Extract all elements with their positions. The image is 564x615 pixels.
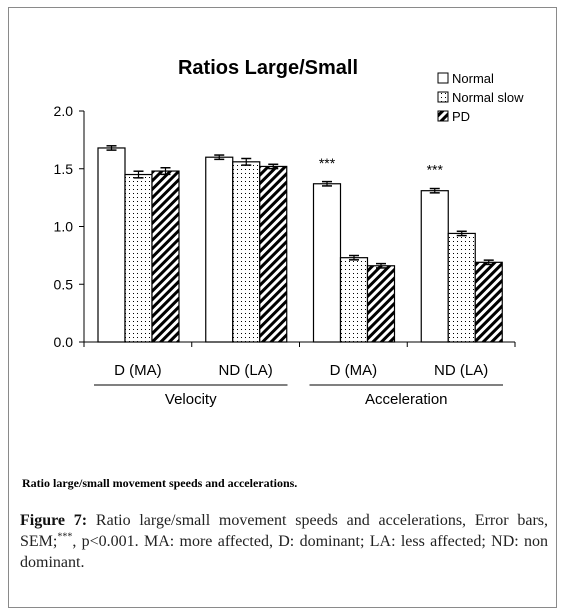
y-tick-label: 1.5 <box>54 161 74 177</box>
x-tick-label: D (MA) <box>330 362 378 379</box>
bar-hatch <box>259 165 288 343</box>
subcaption: Ratio large/small movement speeds and ac… <box>22 476 298 490</box>
x-tick-label: D (MA) <box>114 362 162 379</box>
legend-swatch-white <box>437 72 449 84</box>
group-label: Velocity <box>165 391 217 408</box>
bar-dots <box>447 232 476 343</box>
caption-text-1: Ratio large/small movement speeds and ac… <box>20 512 549 550</box>
significance-annotation: *** <box>319 155 336 171</box>
figure-caption: Figure 7: Ratio large/small movement spe… <box>20 510 548 573</box>
bar-dots <box>124 173 153 343</box>
x-axis: D (MA) ND (LA) D (MA) ND (LA)Velocity Accele… <box>83 341 516 408</box>
y-tick-label: 1.0 <box>54 219 74 235</box>
bar-hatch <box>474 261 503 343</box>
significance-annotation: *** <box>427 162 444 178</box>
y-axis: 0.0 0.5 1.0 1.5 2.0 <box>54 103 85 350</box>
group-label: Acceleration <box>365 391 448 408</box>
x-tick-label: ND (LA) <box>434 362 488 379</box>
legend-label: PD <box>452 109 470 124</box>
legend-label: Normal slow <box>452 90 524 105</box>
bar-dots <box>232 161 261 343</box>
caption-sup: *** <box>57 531 73 543</box>
bar-white <box>420 190 449 343</box>
y-tick-label: 0.0 <box>54 334 74 350</box>
legend-label: Normal <box>452 71 494 86</box>
bar-white <box>312 183 342 343</box>
x-tick-label: ND (LA) <box>219 362 273 379</box>
bar-dots <box>339 257 369 343</box>
caption-label: Figure 7: <box>20 512 88 529</box>
legend: Normal Normal slow PD <box>437 71 524 124</box>
chart-title: Ratios Large/Small <box>178 57 358 79</box>
bar-white <box>205 156 234 343</box>
legend-swatch-hatch <box>437 110 449 122</box>
bars: *** *** <box>97 145 503 343</box>
y-tick-label: 0.5 <box>54 276 74 292</box>
bar-hatch <box>151 170 180 343</box>
bar-white <box>97 147 126 343</box>
legend-swatch-dots <box>437 91 449 103</box>
y-tick-label: 2.0 <box>54 103 74 119</box>
bar-chart: Ratios Large/Small 0.00.51.01.52.0 *** **… <box>54 57 525 408</box>
bar-hatch <box>366 265 396 343</box>
caption-text-2: , p<0.001. MA: more affected, D: dominan… <box>20 533 548 571</box>
